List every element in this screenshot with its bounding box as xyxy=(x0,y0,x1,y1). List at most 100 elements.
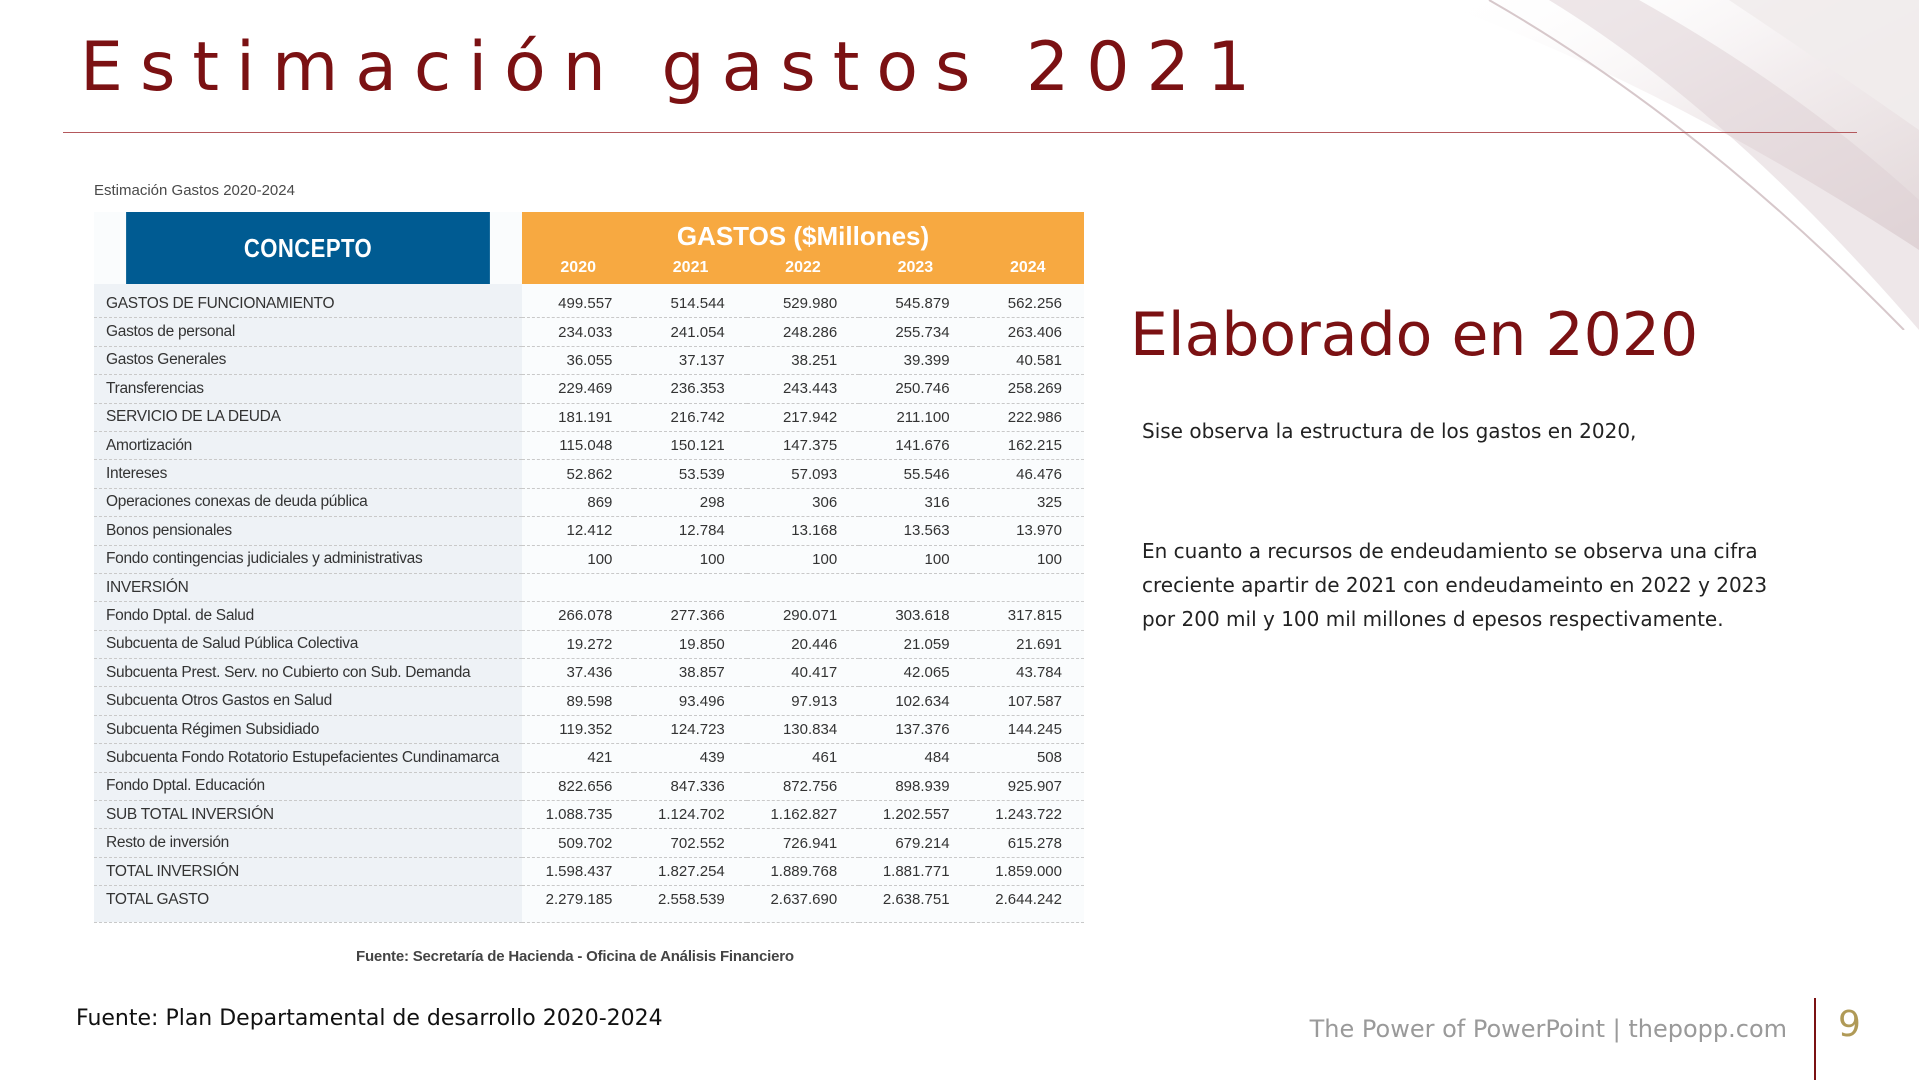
row-value: 102.634 xyxy=(859,686,972,716)
row-value: 461 xyxy=(746,743,860,773)
year-header: 2022 xyxy=(746,252,860,284)
row-value: 12.412 xyxy=(522,516,635,546)
row-value: 303.618 xyxy=(859,601,972,631)
row-value: 55.546 xyxy=(859,459,972,489)
table-row: Fondo Dptal. de Salud 266.078 277.366 290.0… xyxy=(94,601,1084,631)
year-header: 2021 xyxy=(634,252,747,284)
year-header: 2023 xyxy=(859,252,972,284)
table-row: Subcuenta Fondo Rotatorio Estupefaciente… xyxy=(94,743,1084,773)
row-value: 872.756 xyxy=(746,772,860,802)
row-concept: Subcuenta de Salud Pública Colectiva xyxy=(94,630,522,660)
row-value: 869 xyxy=(522,488,635,518)
row-concept: INVERSIÓN xyxy=(94,573,522,603)
row-concept: Fondo contingencias judiciales y adminis… xyxy=(94,545,522,574)
table-row: Bonos pensionales 12.412 12.784 13.168 13.56… xyxy=(94,516,1084,546)
row-concept: Gastos de personal xyxy=(94,317,522,347)
row-value: 115.048 xyxy=(522,431,635,461)
row-value: 130.834 xyxy=(746,715,860,745)
slide-source: Fuente: Plan Departamental de desarrollo… xyxy=(76,1006,663,1031)
row-value: 38.857 xyxy=(634,658,747,688)
row-value: 19.850 xyxy=(634,630,747,660)
row-value: 847.336 xyxy=(634,772,747,802)
row-value: 236.353 xyxy=(634,374,747,404)
row-value: 1.598.437 xyxy=(522,857,635,887)
row-value: 529.980 xyxy=(746,284,860,319)
row-value: 222.986 xyxy=(971,403,1084,432)
row-value: 162.215 xyxy=(971,431,1084,461)
side-note-debt: En cuanto a recursos de endeudamiento se… xyxy=(1142,539,1768,631)
corner-decoration xyxy=(1429,0,1919,330)
row-concept: Subcuenta Fondo Rotatorio Estupefaciente… xyxy=(94,743,522,773)
slide-title: Estimación gastos 2021 xyxy=(80,28,1268,107)
title-divider xyxy=(63,132,1857,133)
row-value: 1.827.254 xyxy=(634,857,747,887)
row-value: 241.054 xyxy=(634,317,747,347)
row-value: 211.100 xyxy=(859,403,972,432)
row-value: 42.065 xyxy=(859,658,972,688)
row-value: 1.859.000 xyxy=(971,857,1084,887)
row-value: 277.366 xyxy=(634,601,747,631)
table-row: Intereses 52.862 53.539 57.093 55.546 46.476 xyxy=(94,459,1084,489)
row-value: 100 xyxy=(634,545,747,574)
row-value: 234.033 xyxy=(522,317,635,347)
row-value: 562.256 xyxy=(971,284,1084,319)
row-value: 298 xyxy=(634,488,747,518)
row-value: 40.417 xyxy=(746,658,860,688)
row-value: 898.939 xyxy=(859,772,972,802)
row-value xyxy=(522,573,635,603)
row-value: 150.121 xyxy=(634,431,747,461)
table-row: Fondo Dptal. Educación 822.656 847.336 872.… xyxy=(94,772,1084,802)
row-concept: Subcuenta Régimen Subsidiado xyxy=(94,715,522,745)
row-value: 21.059 xyxy=(859,630,972,660)
row-value: 100 xyxy=(971,545,1084,574)
row-value: 615.278 xyxy=(971,828,1084,858)
row-value: 2.637.690 xyxy=(746,885,860,923)
row-value xyxy=(859,573,972,603)
row-concept: Subcuenta Otros Gastos en Salud xyxy=(94,686,522,716)
row-value: 13.970 xyxy=(971,516,1084,546)
table-row: SERVICIO DE LA DEUDA 181.191 216.742 217.94… xyxy=(94,403,1084,432)
row-value: 21.691 xyxy=(971,630,1084,660)
row-value: 137.376 xyxy=(859,715,972,745)
row-value: 248.286 xyxy=(746,317,860,347)
row-value: 37.137 xyxy=(634,346,747,376)
row-concept: Resto de inversión xyxy=(94,828,522,858)
table-row: Subcuenta de Salud Pública Colectiva 19.2… xyxy=(94,630,1084,660)
row-value: 1.889.768 xyxy=(746,857,860,887)
table-row: Gastos Generales 36.055 37.137 38.251 39.399… xyxy=(94,346,1084,376)
row-value: 40.581 xyxy=(971,346,1084,376)
row-value: 100 xyxy=(746,545,860,574)
row-value: 12.784 xyxy=(634,516,747,546)
row-value: 141.676 xyxy=(859,431,972,461)
row-value: 243.443 xyxy=(746,374,860,404)
row-value: 57.093 xyxy=(746,459,860,489)
row-value: 325 xyxy=(971,488,1084,518)
row-value: 100 xyxy=(859,545,972,574)
side-note-structure: Sise observa la estructura de los gastos… xyxy=(1142,419,1637,443)
row-value: 266.078 xyxy=(522,601,635,631)
row-value: 19.272 xyxy=(522,630,635,660)
table-row: Operaciones conexas de deuda pública 869 2… xyxy=(94,488,1084,518)
row-value: 38.251 xyxy=(746,346,860,376)
table-caption: Estimación Gastos 2020-2024 xyxy=(94,182,295,199)
row-value: 509.702 xyxy=(522,828,635,858)
row-value: 147.375 xyxy=(746,431,860,461)
row-value: 53.539 xyxy=(634,459,747,489)
row-value: 255.734 xyxy=(859,317,972,347)
row-value: 20.446 xyxy=(746,630,860,660)
row-value: 822.656 xyxy=(522,772,635,802)
row-concept: Subcuenta Prest. Serv. no Cubierto con S… xyxy=(94,658,522,688)
side-title: Elaborado en 2020 xyxy=(1130,300,1699,370)
row-value: 46.476 xyxy=(971,459,1084,489)
row-concept: Fondo Dptal. Educación xyxy=(94,772,522,802)
table-row: Resto de inversión 509.702 702.552 726.941 6… xyxy=(94,828,1084,858)
row-value: 258.269 xyxy=(971,374,1084,404)
row-value: 37.436 xyxy=(522,658,635,688)
row-value: 89.598 xyxy=(522,686,635,716)
row-value: 13.563 xyxy=(859,516,972,546)
table-row: Gastos de personal 234.033 241.054 248.286 2… xyxy=(94,317,1084,347)
row-concept: Intereses xyxy=(94,459,522,489)
row-value xyxy=(634,573,747,603)
row-value: 43.784 xyxy=(971,658,1084,688)
table-row: TOTAL INVERSIÓN 1.598.437 1.827.254 1.889.7… xyxy=(94,857,1084,887)
